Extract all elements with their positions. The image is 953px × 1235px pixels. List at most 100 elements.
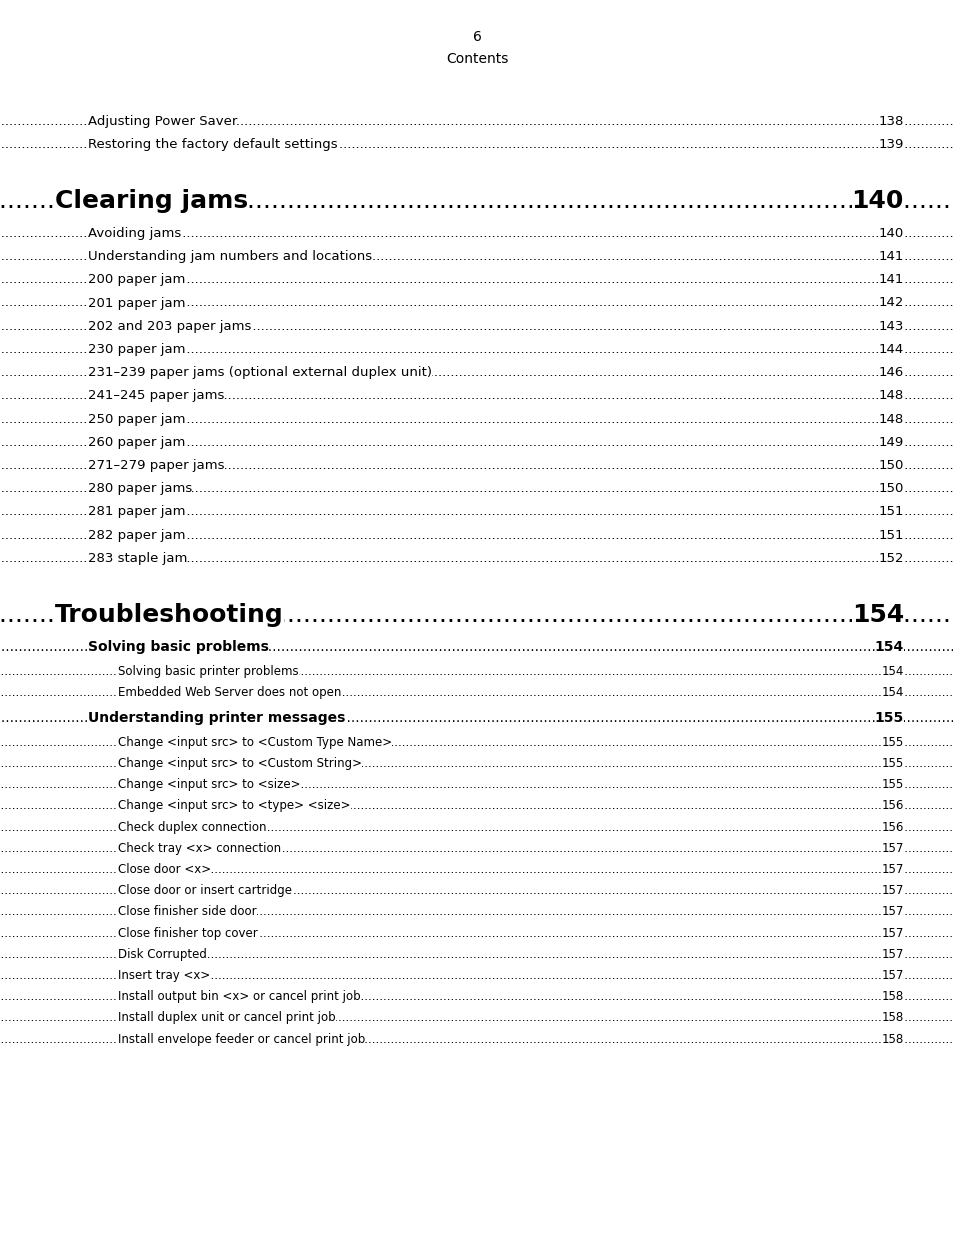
Text: ................................................................................: ........................................… (0, 412, 953, 426)
Text: Change <input src> to <Custom String>: Change <input src> to <Custom String> (118, 757, 361, 769)
Text: 152: 152 (878, 552, 903, 564)
Text: 260 paper jam: 260 paper jam (88, 436, 185, 448)
Text: Close door <x>: Close door <x> (118, 863, 211, 876)
Text: ................................................................................: ........................................… (0, 641, 953, 655)
Text: 154: 154 (874, 641, 903, 655)
Text: 283 staple jam: 283 staple jam (88, 552, 187, 564)
Text: Close finisher top cover: Close finisher top cover (118, 926, 257, 940)
Text: 157: 157 (881, 842, 903, 855)
Text: 154: 154 (851, 603, 903, 627)
Text: ................................................................................: ........................................… (0, 436, 953, 448)
Text: ................................................................................: ........................................… (0, 736, 953, 748)
Text: 157: 157 (881, 969, 903, 982)
Text: ................................................................................: ........................................… (0, 459, 953, 472)
Text: ................................................................................: ........................................… (0, 227, 953, 240)
Text: 144: 144 (878, 343, 903, 356)
Text: 140: 140 (878, 227, 903, 240)
Text: 231–239 paper jams (optional external duplex unit): 231–239 paper jams (optional external du… (88, 366, 432, 379)
Text: Disk Corrupted: Disk Corrupted (118, 947, 207, 961)
Text: 141: 141 (878, 273, 903, 287)
Text: Check tray <x> connection: Check tray <x> connection (118, 842, 281, 855)
Text: Change <input src> to <size>: Change <input src> to <size> (118, 778, 300, 792)
Text: ................................................................................: ........................................… (0, 947, 953, 961)
Text: ................................................................................: ........................................… (0, 664, 953, 678)
Text: Close door or insert cartridge: Close door or insert cartridge (118, 884, 292, 897)
Text: ................................................................................: ........................................… (0, 505, 953, 519)
Text: ................................................................................: ........................................… (0, 842, 953, 855)
Text: 201 paper jam: 201 paper jam (88, 296, 185, 310)
Text: ................................................................................: ........................................… (0, 529, 953, 541)
Text: ................................................................................: ........................................… (0, 603, 953, 627)
Text: 143: 143 (878, 320, 903, 332)
Text: ................................................................................: ........................................… (0, 1011, 953, 1024)
Text: 150: 150 (878, 482, 903, 495)
Text: ................................................................................: ........................................… (0, 138, 953, 151)
Text: Check duplex connection: Check duplex connection (118, 820, 266, 834)
Text: 155: 155 (881, 757, 903, 769)
Text: ................................................................................: ........................................… (0, 366, 953, 379)
Text: 151: 151 (878, 505, 903, 519)
Text: ................................................................................: ........................................… (0, 552, 953, 564)
Text: ................................................................................: ........................................… (0, 482, 953, 495)
Text: Clearing jams: Clearing jams (55, 189, 248, 214)
Text: 157: 157 (881, 884, 903, 897)
Text: ................................................................................: ........................................… (0, 189, 953, 214)
Text: ................................................................................: ........................................… (0, 273, 953, 287)
Text: Solving basic printer problems: Solving basic printer problems (118, 664, 298, 678)
Text: Avoiding jams: Avoiding jams (88, 227, 181, 240)
Text: ................................................................................: ........................................… (0, 820, 953, 834)
Text: Adjusting Power Saver: Adjusting Power Saver (88, 115, 237, 128)
Text: 158: 158 (881, 1011, 903, 1024)
Text: 280 paper jams: 280 paper jams (88, 482, 193, 495)
Text: 148: 148 (878, 412, 903, 426)
Text: 141: 141 (878, 251, 903, 263)
Text: Change <input src> to <Custom Type Name>: Change <input src> to <Custom Type Name> (118, 736, 392, 748)
Text: 158: 158 (881, 1032, 903, 1046)
Text: ................................................................................: ........................................… (0, 863, 953, 876)
Text: ................................................................................: ........................................… (0, 389, 953, 403)
Text: 156: 156 (881, 820, 903, 834)
Text: ................................................................................: ........................................… (0, 884, 953, 897)
Text: Solving basic problems: Solving basic problems (88, 641, 269, 655)
Text: ................................................................................: ........................................… (0, 687, 953, 699)
Text: Embedded Web Server does not open: Embedded Web Server does not open (118, 687, 341, 699)
Text: ................................................................................: ........................................… (0, 251, 953, 263)
Text: 157: 157 (881, 905, 903, 919)
Text: ................................................................................: ........................................… (0, 905, 953, 919)
Text: 157: 157 (881, 863, 903, 876)
Text: 139: 139 (878, 138, 903, 151)
Text: 146: 146 (878, 366, 903, 379)
Text: Understanding printer messages: Understanding printer messages (88, 711, 345, 725)
Text: 148: 148 (878, 389, 903, 403)
Text: ................................................................................: ........................................… (0, 296, 953, 310)
Text: ................................................................................: ........................................… (0, 711, 953, 725)
Text: ................................................................................: ........................................… (0, 778, 953, 792)
Text: 154: 154 (881, 664, 903, 678)
Text: ................................................................................: ........................................… (0, 926, 953, 940)
Text: Insert tray <x>: Insert tray <x> (118, 969, 210, 982)
Text: 157: 157 (881, 926, 903, 940)
Text: 250 paper jam: 250 paper jam (88, 412, 185, 426)
Text: Install duplex unit or cancel print job: Install duplex unit or cancel print job (118, 1011, 335, 1024)
Text: ................................................................................: ........................................… (0, 990, 953, 1003)
Text: Close finisher side door: Close finisher side door (118, 905, 256, 919)
Text: Understanding jam numbers and locations: Understanding jam numbers and locations (88, 251, 372, 263)
Text: ................................................................................: ........................................… (0, 115, 953, 128)
Text: 230 paper jam: 230 paper jam (88, 343, 185, 356)
Text: 154: 154 (881, 687, 903, 699)
Text: 282 paper jam: 282 paper jam (88, 529, 185, 541)
Text: 142: 142 (878, 296, 903, 310)
Text: ................................................................................: ........................................… (0, 1032, 953, 1046)
Text: Change <input src> to <type> <size>: Change <input src> to <type> <size> (118, 799, 350, 813)
Text: 157: 157 (881, 947, 903, 961)
Text: 155: 155 (874, 711, 903, 725)
Text: 150: 150 (878, 459, 903, 472)
Text: ................................................................................: ........................................… (0, 757, 953, 769)
Text: 241–245 paper jams: 241–245 paper jams (88, 389, 224, 403)
Text: 281 paper jam: 281 paper jam (88, 505, 185, 519)
Text: 200 paper jam: 200 paper jam (88, 273, 185, 287)
Text: 158: 158 (881, 990, 903, 1003)
Text: 138: 138 (878, 115, 903, 128)
Text: Contents: Contents (445, 52, 508, 65)
Text: 151: 151 (878, 529, 903, 541)
